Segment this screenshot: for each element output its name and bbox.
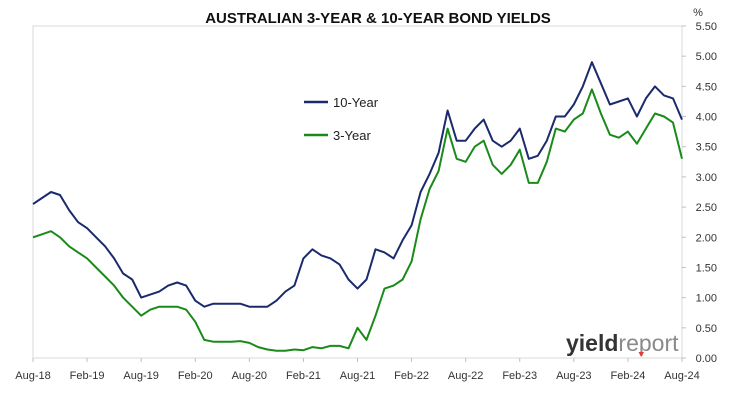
y-tick-label: 4.50 xyxy=(696,81,717,93)
legend-label-10-year: 10-Year xyxy=(333,95,379,110)
series-lines xyxy=(32,61,683,352)
x-tick-label: Feb-24 xyxy=(610,370,645,382)
y-tick-label: 4.00 xyxy=(696,112,717,124)
svg-text:yieldreport: yieldreport xyxy=(566,330,679,356)
y-tick-label: 0.50 xyxy=(696,323,717,335)
y-tick-label: 2.50 xyxy=(696,202,717,214)
series-line-10-year xyxy=(32,61,683,308)
x-tick-label: Aug-24 xyxy=(664,370,699,382)
x-tick-label: Aug-19 xyxy=(123,370,158,382)
x-tick-label: Aug-20 xyxy=(232,370,267,382)
y-tick-label: 5.00 xyxy=(696,51,717,63)
x-tick-label: Feb-19 xyxy=(70,370,105,382)
y-tick-label: 3.00 xyxy=(696,172,717,184)
y-tick-label: 2.00 xyxy=(696,232,717,244)
y-tick-label: 5.50 xyxy=(696,21,717,33)
y-axis: 0.00 0.50 1.00 1.50 2.00 2.50 3.00 3.50 4.00 4.50… xyxy=(682,21,717,365)
x-tick-label: Feb-21 xyxy=(286,370,321,382)
logo-text-light: report xyxy=(618,330,679,356)
legend: 10-Year 3-Year xyxy=(304,95,379,143)
y-tick-label: 0.00 xyxy=(696,353,717,365)
x-tick-label: Feb-22 xyxy=(394,370,429,382)
y-tick-label: 1.00 xyxy=(696,293,717,305)
x-tick-label: Feb-20 xyxy=(178,370,213,382)
x-tick-label: Aug-22 xyxy=(448,370,483,382)
x-tick-label: Aug-18 xyxy=(15,370,50,382)
x-axis: Aug-18 Feb-19 Aug-19 Feb-20 Aug-20 Feb-21 Aug-… xyxy=(15,358,700,382)
chart-title: AUSTRALIAN 3-YEAR & 10-YEAR BOND YIELDS xyxy=(205,10,551,27)
x-tick-label: Aug-23 xyxy=(556,370,591,382)
series-line-3-year xyxy=(32,88,683,352)
yieldreport-logo: yieldreport xyxy=(566,330,679,357)
y-tick-label: 3.50 xyxy=(696,142,717,154)
logo-text-dark: yield xyxy=(566,330,618,356)
x-tick-label: Feb-23 xyxy=(502,370,537,382)
logo-accent-mark xyxy=(638,352,644,357)
x-tick-label: Aug-21 xyxy=(340,370,375,382)
y-axis-unit-label: % xyxy=(693,7,703,19)
legend-label-3-year: 3-Year xyxy=(333,128,371,143)
y-tick-label: 1.50 xyxy=(696,262,717,274)
